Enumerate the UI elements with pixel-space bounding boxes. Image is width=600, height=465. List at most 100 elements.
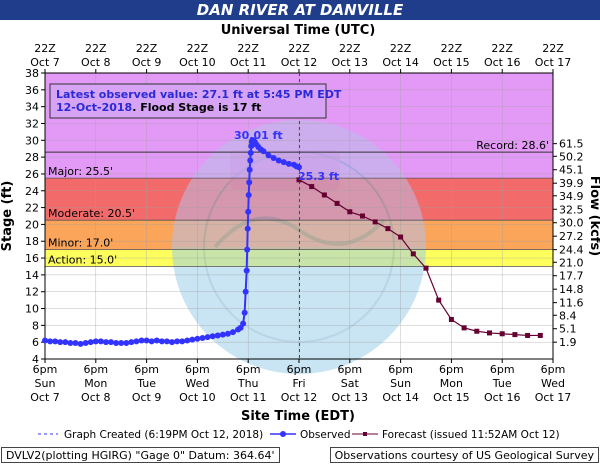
x2-tick-date: Oct 8: [81, 56, 111, 69]
observed-point: [247, 157, 254, 164]
y-tick-label: 14: [25, 269, 39, 282]
y2-tick-label: 50.2: [559, 150, 584, 163]
forecast-point: [309, 184, 315, 190]
observed-point: [280, 159, 287, 166]
legend-created-label: Graph Created (6:19PM Oct 12, 2018): [64, 429, 263, 441]
forecast-point: [525, 332, 531, 338]
forecast-point: [360, 213, 365, 219]
legend-forecast-label: Forecast (issued 11:52AM Oct 12): [382, 429, 560, 441]
observed-point: [82, 340, 89, 347]
observed-point: [242, 288, 249, 295]
y-tick-label: 8: [32, 319, 39, 332]
forecast-point: [423, 265, 429, 271]
x2-tick-time: 22Z: [491, 42, 513, 55]
observed-point: [245, 208, 252, 215]
y-tick-label: 30: [25, 134, 39, 147]
observed-point: [209, 333, 216, 340]
y2-tick-label: 45.1: [559, 164, 584, 177]
x-tick-label: 6pm: [134, 363, 159, 376]
y-tick-label: 16: [25, 252, 39, 265]
x2-tick-time: 22Z: [288, 42, 310, 55]
observed-point: [265, 152, 272, 159]
x-tick-label: Oct 16: [484, 391, 521, 404]
observed-point: [270, 154, 277, 161]
observed-point: [72, 340, 79, 347]
threshold-label: Record: 28.6': [476, 139, 549, 152]
footer-credit: Observations courtesy of US Geological S…: [329, 447, 599, 463]
forecast-point: [321, 192, 327, 198]
y2-tick-label: 30.0: [559, 217, 584, 230]
y-tick-label: 20: [25, 218, 39, 231]
observed-point: [296, 164, 302, 171]
top-axis-title: Universal Time (UTC): [221, 23, 376, 38]
forecast-point: [398, 234, 404, 240]
y-tick-label: 10: [25, 303, 39, 316]
forecast-point: [537, 332, 543, 338]
forecast-point: [461, 325, 467, 331]
x2-tick-date: Oct 13: [332, 56, 369, 69]
y2-tick-label: 14.8: [559, 283, 584, 296]
observed-point: [219, 331, 226, 338]
x-tick-label: 6pm: [490, 363, 515, 376]
x-tick-label: Oct 17: [535, 391, 572, 404]
info-line-1: Latest observed value: 27.1 ft at 5:45 P…: [56, 88, 342, 101]
legend-observed-marker: [280, 431, 286, 437]
observed-point: [77, 340, 84, 347]
legend-forecast-marker: [363, 432, 367, 436]
observed-point: [143, 337, 150, 344]
x2-tick-date: Oct 17: [535, 56, 572, 69]
x-tick-label: Mon: [84, 377, 107, 390]
x-tick-label: Wed: [185, 377, 209, 390]
threshold-label: Action: 15.0': [48, 253, 117, 266]
observed-point: [67, 340, 74, 347]
observed-point: [102, 339, 109, 346]
threshold-label: Moderate: 20.5': [48, 207, 135, 220]
observed-point: [42, 337, 48, 344]
observed-point: [240, 320, 247, 327]
observed-point: [246, 179, 253, 186]
x-tick-label: Oct 14: [382, 391, 419, 404]
x2-tick-date: Oct 11: [230, 56, 267, 69]
x-tick-label: 6pm: [337, 363, 362, 376]
x2-tick-time: 22Z: [34, 42, 56, 55]
info-date: 12-Oct-2018: [56, 101, 132, 114]
observed-point: [244, 225, 251, 232]
x2-tick-date: Oct 12: [281, 56, 318, 69]
observed-point: [275, 157, 282, 164]
threshold-label: Minor: 17.0': [48, 237, 113, 250]
footer-datum: DVLV2(plotting HGIRG) "Gage 0" Datum: 36…: [1, 447, 280, 463]
y-tick-label: 24: [25, 185, 39, 198]
latest-label: 25.3 ft: [298, 170, 339, 183]
y2-tick-label: 17.7: [559, 270, 584, 283]
observed-point: [148, 338, 155, 345]
y-tick-label: 6: [32, 336, 39, 349]
forecast-point: [474, 328, 480, 334]
right-axis-title: Flow (kcfs): [587, 176, 600, 256]
observed-point: [214, 332, 221, 339]
x-tick-label: 6pm: [287, 363, 312, 376]
forecast-point: [512, 332, 518, 338]
x2-tick-time: 22Z: [390, 42, 412, 55]
left-axis-title: Stage (ft): [0, 181, 15, 252]
y2-tick-label: 24.4: [559, 244, 584, 257]
y-tick-label: 26: [25, 168, 39, 181]
observed-point: [199, 334, 206, 341]
peak-label: 30.01 ft: [234, 129, 283, 142]
x-tick-label: Sun: [35, 377, 56, 390]
legend-observed-label: Observed: [300, 429, 351, 441]
observed-point: [204, 334, 211, 341]
y2-tick-label: 39.9: [559, 177, 584, 190]
x2-tick-time: 22Z: [136, 42, 158, 55]
observed-point: [174, 338, 181, 345]
x-tick-label: Tue: [136, 377, 156, 390]
x2-tick-date: Oct 14: [382, 56, 419, 69]
chart-title: DAN RIVER AT DANVILLE: [0, 0, 600, 20]
observed-point: [244, 246, 251, 253]
observed-point: [92, 338, 99, 345]
observed-point: [138, 337, 145, 344]
observed-point: [243, 267, 250, 274]
x2-tick-time: 22Z: [187, 42, 209, 55]
observed-point: [57, 339, 64, 346]
x-tick-label: Sun: [390, 377, 411, 390]
x-tick-label: Oct 12: [281, 391, 318, 404]
